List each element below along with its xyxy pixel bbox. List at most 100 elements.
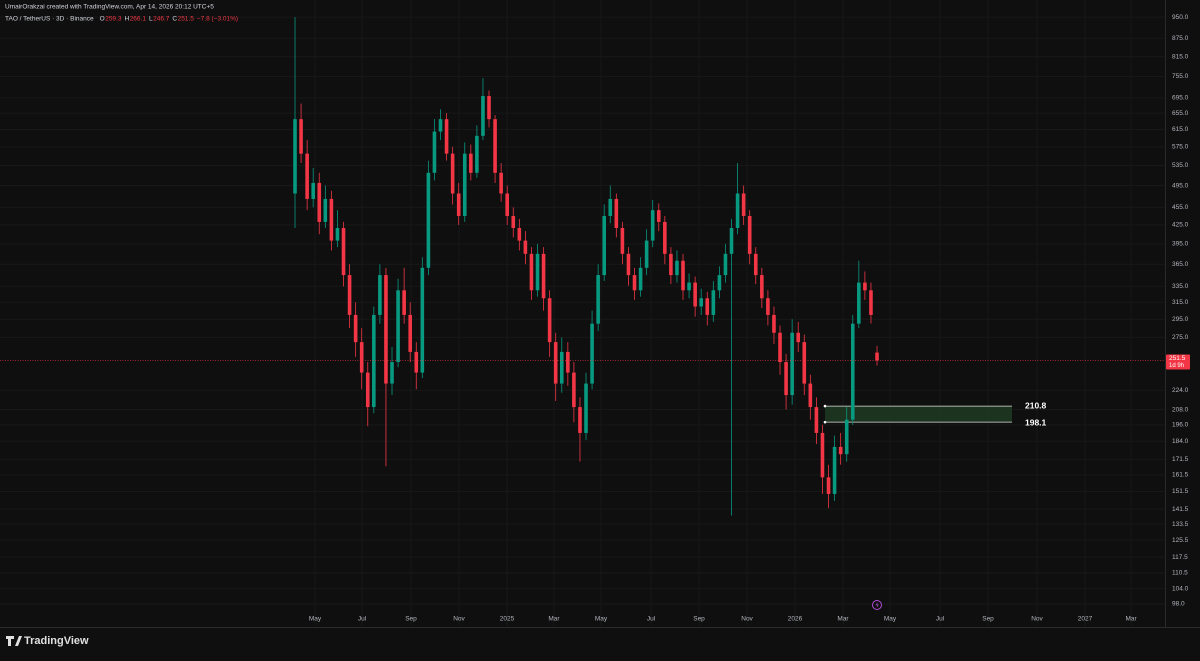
candle-body (735, 193, 740, 228)
candle-body (372, 314, 376, 408)
candle-body (475, 135, 479, 173)
y-tick-label: 875.0 (1172, 35, 1189, 42)
y-tick-label: 365.0 (1172, 261, 1189, 268)
candle-body (614, 198, 619, 228)
candle-body (693, 282, 697, 307)
change: −7.8 (−3.01%) (197, 16, 238, 23)
x-tick-label: Jul (647, 616, 656, 623)
axes: 950.0 875.0 815.0 755.0 695.0 655.0 615.0 575.0… (309, 14, 1190, 623)
symbol: TAO / TetherUS · 3D · Binance (5, 16, 94, 23)
candle-body (844, 419, 849, 455)
candle-body (790, 332, 794, 396)
candle-body (487, 96, 491, 120)
ohlc-label: L (149, 16, 153, 23)
legend: TAO / TetherUS · 3D · Binance O 259.3 H 266.… (5, 16, 238, 23)
candle-body (832, 446, 837, 495)
y-tick-label: 395.0 (1172, 241, 1189, 248)
y-tick-label: 755.0 (1172, 73, 1189, 80)
x-tick-label: Nov (453, 616, 465, 623)
candle-body (341, 227, 346, 276)
brand-logo (6, 636, 22, 646)
candle-body (323, 198, 328, 222)
x-tick-label: Sep (693, 616, 705, 623)
candle-body (317, 182, 322, 222)
event-icon (872, 600, 882, 610)
candle-body (778, 332, 782, 363)
y-tick-label: 117.5 (1172, 554, 1188, 561)
y-tick-label: 275.0 (1172, 334, 1189, 341)
candle-body (566, 351, 570, 373)
candle-body (414, 351, 419, 373)
candle-body (753, 253, 758, 276)
price-tag (1166, 354, 1190, 370)
candle-body (481, 96, 485, 136)
candle-body (462, 153, 467, 216)
price-tag-value: 251.5 (1169, 355, 1186, 362)
candle-body (469, 153, 473, 173)
candle-body (669, 253, 673, 276)
candle-body (772, 314, 776, 333)
brand: TradingView (24, 635, 89, 647)
x-tick-label: 2027 (1078, 616, 1093, 623)
candle-body (838, 446, 843, 455)
candle-body (420, 267, 425, 373)
y-tick-label: 224.0 (1172, 387, 1189, 394)
candle-body (663, 221, 667, 254)
candle-body (723, 253, 728, 276)
y-tick-label: 655.0 (1172, 110, 1189, 117)
ohlc-label: C (172, 16, 177, 23)
candle-body (572, 372, 576, 408)
x-tick-label: Jul (936, 616, 945, 623)
candle-body (299, 119, 303, 154)
candle-body (353, 314, 358, 343)
candle-body (347, 275, 352, 315)
y-tick-label: 495.0 (1172, 182, 1189, 189)
candle-body (632, 275, 637, 291)
candle-body (820, 432, 825, 478)
zone-label: 198.1 (1025, 417, 1047, 427)
y-tick-label: 425.0 (1172, 222, 1189, 229)
candle-body (644, 240, 649, 268)
candle-body (456, 193, 461, 216)
candle-body (535, 253, 540, 291)
y-tick-label: 125.5 (1172, 537, 1189, 544)
credit: UmairOrakzai created with TradingView.co… (5, 4, 214, 11)
ohlc-label: H (124, 16, 129, 23)
y-tick-label: 196.0 (1172, 422, 1189, 429)
x-tick-label: Nov (1031, 616, 1043, 623)
candle-body (584, 383, 588, 433)
price-tag-countdown: 1d 9h (1169, 363, 1184, 369)
x-tick-label: Nov (741, 616, 753, 623)
y-tick-label: 575.0 (1172, 144, 1189, 151)
x-tick-label: Mar (1125, 616, 1137, 623)
candle-body (596, 275, 600, 324)
x-tick-label: Sep (982, 616, 994, 623)
candle-body (396, 290, 400, 363)
candle-body (390, 362, 394, 384)
candle-body (408, 314, 412, 352)
grid (0, 0, 1165, 626)
candle-body (814, 407, 819, 433)
candle-body (559, 351, 564, 384)
candle-body (741, 193, 746, 216)
candle-body (602, 215, 607, 276)
ohlc-value: 251.5 (178, 16, 195, 23)
y-tick-label: 151.5 (1172, 488, 1189, 495)
candle-body (857, 282, 861, 324)
x-tick-label: May (595, 616, 608, 623)
candle-body (717, 275, 722, 291)
y-tick-label: 208.0 (1172, 406, 1189, 413)
candle-body (541, 253, 546, 299)
x-tick-label: Jul (358, 616, 367, 623)
candle-body (802, 342, 807, 384)
zone-label: 210.8 (1025, 400, 1047, 410)
y-tick-label: 315.0 (1172, 299, 1189, 306)
candle-body (293, 119, 297, 194)
candle-body (784, 362, 788, 396)
x-tick-label: 2026 (788, 616, 803, 623)
candle-body (766, 298, 770, 315)
y-tick-label: 335.0 (1172, 283, 1189, 290)
candle-body (432, 131, 437, 173)
